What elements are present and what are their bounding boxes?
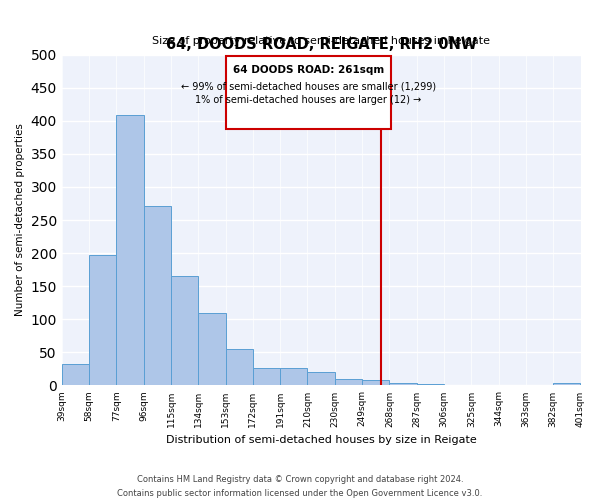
Text: ← 99% of semi-detached houses are smaller (1,299): ← 99% of semi-detached houses are smalle… [181,82,436,92]
Bar [389,383,416,386]
Bar [116,116,143,386]
Bar [444,385,471,386]
Bar [226,349,253,386]
Text: Contains HM Land Registry data © Crown copyright and database right 2024.
Contai: Contains HM Land Registry data © Crown c… [118,476,482,498]
Text: 1% of semi-detached houses are larger (12) →: 1% of semi-detached houses are larger (1… [195,94,421,104]
Text: 64 DOODS ROAD: 261sqm: 64 DOODS ROAD: 261sqm [233,65,384,75]
Y-axis label: Number of semi-detached properties: Number of semi-detached properties [15,124,25,316]
Text: Size of property relative to semi-detached houses in Reigate: Size of property relative to semi-detach… [152,36,490,46]
Bar [143,206,171,386]
Bar [335,379,362,386]
Bar [62,364,89,386]
Bar [416,384,444,386]
Bar [89,255,116,386]
Title: 64, DOODS ROAD, REIGATE, RH2 0NW: 64, DOODS ROAD, REIGATE, RH2 0NW [166,37,476,52]
Bar [553,383,580,386]
FancyBboxPatch shape [226,56,391,128]
Bar [307,372,335,386]
Bar [253,368,280,386]
Bar [362,380,389,386]
Bar [171,276,198,386]
X-axis label: Distribution of semi-detached houses by size in Reigate: Distribution of semi-detached houses by … [166,435,476,445]
Bar [198,312,226,386]
Bar [280,368,307,386]
